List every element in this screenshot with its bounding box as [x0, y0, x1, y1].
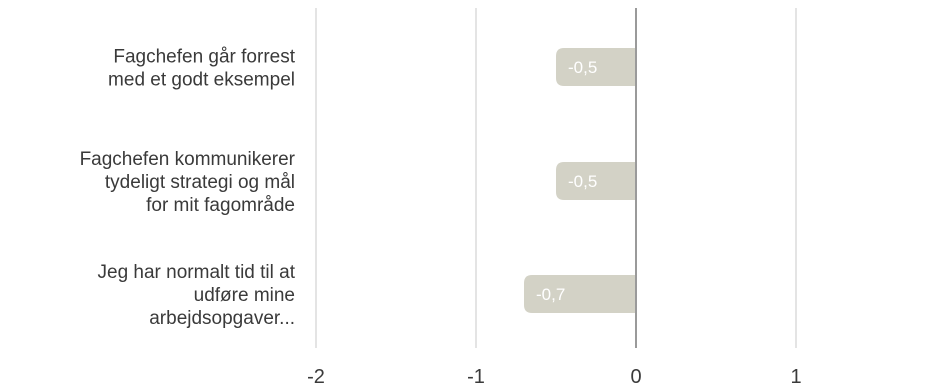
bars	[524, 48, 636, 313]
category-label-line: arbejdsopgaver...	[149, 308, 295, 329]
category-label-line: tydeligt strategi og mål	[105, 172, 295, 193]
category-label-line: Fagchefen kommunikerer	[80, 149, 296, 170]
category-label-line: Fagchefen går forrest	[113, 47, 295, 68]
x-tick-label: 1	[790, 366, 801, 386]
x-tick-label: -1	[467, 366, 485, 386]
category-label-line: udføre mine	[194, 285, 295, 306]
data-label: -0,5	[568, 172, 597, 191]
category-label-line: for mit fagområde	[146, 195, 295, 216]
bar	[556, 162, 636, 200]
x-tick-label: 0	[630, 366, 641, 386]
data-label: -0,7	[536, 285, 565, 304]
gridlines	[315, 8, 797, 348]
x-tick-label: -2	[307, 366, 325, 386]
category-label-line: Jeg har normalt tid til at	[98, 262, 296, 283]
data-labels: -0,5 -0,5 -0,7	[536, 58, 597, 304]
x-axis-tick-labels: -2 -1 0 1	[307, 366, 801, 386]
category-label-line: med et godt eksempel	[108, 70, 295, 91]
data-label: -0,5	[568, 58, 597, 77]
bar	[556, 48, 636, 86]
bar	[524, 275, 636, 313]
